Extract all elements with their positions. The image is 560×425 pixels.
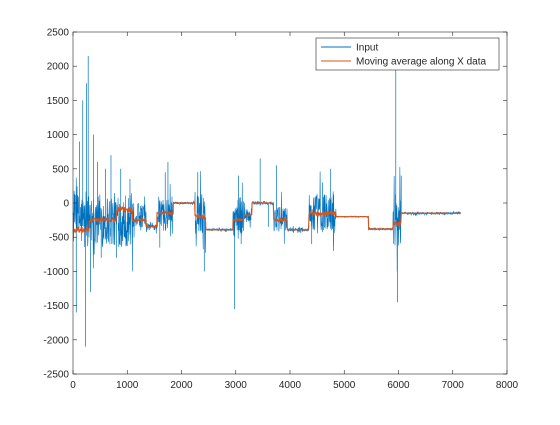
y-tick-label: -2000: [43, 335, 69, 346]
legend: Input Moving average along X data: [315, 37, 500, 71]
series-lines: [72, 55, 461, 347]
x-tick-label: 8000: [496, 380, 519, 391]
legend-label-input: Input: [356, 43, 378, 54]
x-axis-ticks: 0 1000 2000 3000 4000 5000 6000 7000 8000: [70, 32, 519, 391]
x-tick-label: 6000: [387, 380, 410, 391]
y-tick-label: 2000: [47, 62, 70, 73]
y-tick-label: 500: [52, 164, 69, 175]
plot-area: [73, 32, 507, 374]
y-axis-ticks: -2500 -2000 -1500 -1000 -500 0 500 1000 1500 2000…: [43, 28, 507, 381]
x-tick-label: 5000: [333, 380, 356, 391]
legend-label-moving-average: Moving average along X data: [356, 57, 487, 68]
x-tick-label: 0: [70, 380, 76, 391]
x-tick-label: 2000: [170, 380, 193, 391]
series-line-moving-average: [72, 201, 461, 234]
y-tick-label: 1500: [47, 96, 70, 107]
y-tick-label: 0: [63, 199, 69, 210]
y-tick-label: -2500: [43, 370, 69, 381]
x-tick-label: 1000: [116, 380, 139, 391]
y-tick-label: 2500: [47, 28, 70, 39]
y-tick-label: 1000: [47, 130, 70, 141]
x-tick-label: 4000: [279, 380, 302, 391]
y-tick-label: -1500: [43, 301, 69, 312]
x-tick-label: 7000: [442, 380, 465, 391]
y-tick-label: -1000: [43, 267, 69, 278]
y-tick-label: -500: [49, 233, 69, 244]
legend-box: [315, 37, 500, 71]
x-tick-label: 3000: [225, 380, 248, 391]
